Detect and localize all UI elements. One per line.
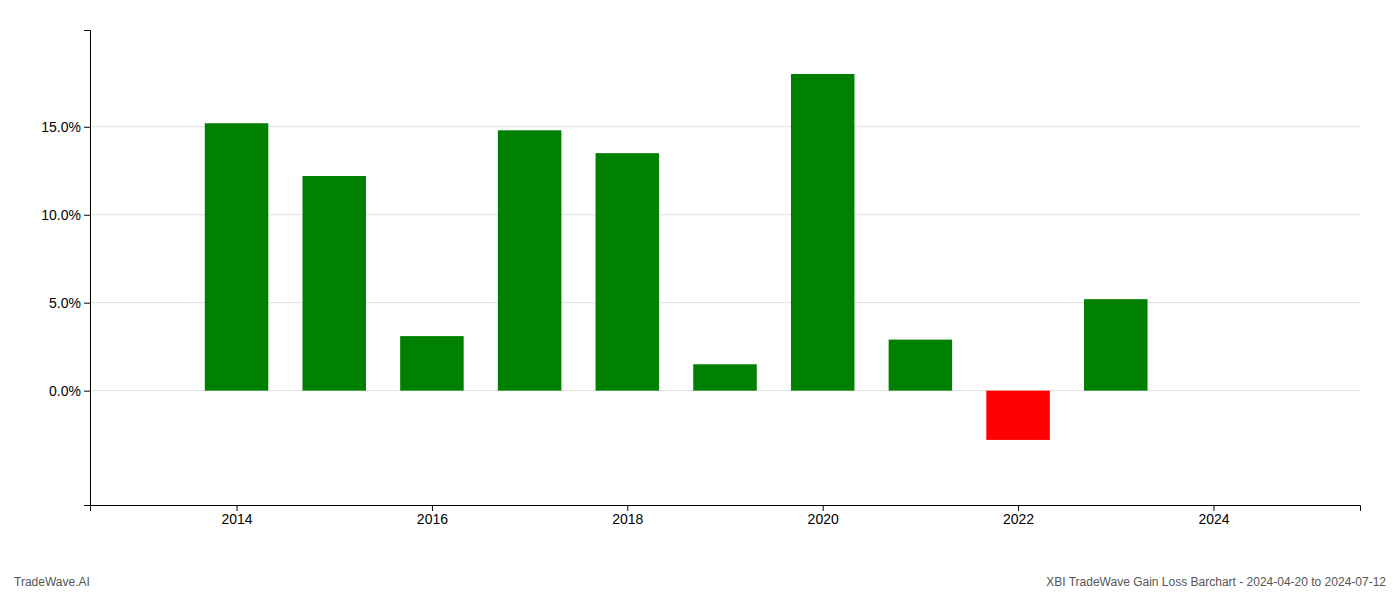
y-tick-mark (84, 127, 90, 128)
x-axis-line (91, 506, 1361, 512)
y-axis: 0.0% 5.0% 10.0% 15.0% (41, 31, 90, 506)
y-tick: 10.0% (41, 207, 90, 223)
x-tick-label: 2024 (1198, 511, 1229, 527)
x-tick: 2014 (221, 505, 252, 527)
grid-line (90, 214, 1360, 215)
x-tick: 2016 (417, 505, 448, 527)
x-tick-label: 2014 (221, 511, 252, 527)
chart: 2014 2016 2018 2020 2022 2024 0.0% 5.0% 10.0% 15.… (0, 0, 1400, 600)
x-axis: 2014 2016 2018 2020 2022 2024 (91, 505, 1361, 527)
y-tick: 0.0% (49, 383, 90, 399)
y-tick-label: 0.0% (49, 383, 81, 399)
bar (498, 130, 561, 390)
bars (205, 74, 1148, 440)
y-tick: 15.0% (41, 119, 90, 135)
bar (791, 74, 855, 391)
footer-text: TradeWave.AI (14, 575, 90, 589)
bar (205, 123, 268, 390)
y-tick-mark (84, 215, 90, 216)
bar (693, 364, 757, 390)
grid-line (90, 302, 1360, 303)
x-tick-label: 2020 (808, 511, 839, 527)
x-tick-label: 2016 (417, 511, 448, 527)
y-tick-label: 15.0% (41, 119, 81, 135)
bar (596, 153, 660, 390)
y-axis-line (84, 31, 91, 506)
bar (1084, 299, 1148, 390)
bar (302, 176, 366, 391)
x-tick: 2018 (612, 505, 643, 527)
y-tick-label: 10.0% (41, 207, 81, 223)
footer: TradeWave.AI XBI TradeWave Gain Loss Barc… (14, 575, 1386, 589)
x-tick: 2024 (1198, 505, 1229, 527)
bar (400, 336, 464, 391)
x-tick-label: 2022 (1003, 511, 1034, 527)
y-tick-mark (84, 391, 90, 392)
grid-line (90, 126, 1360, 127)
x-tick: 2020 (808, 505, 839, 527)
grid (90, 127, 1360, 391)
bar (986, 391, 1050, 440)
x-tick-label: 2018 (612, 511, 643, 527)
y-tick-label: 5.0% (49, 295, 81, 311)
y-tick-mark (84, 303, 90, 304)
bar (889, 340, 953, 391)
footer-text: XBI TradeWave Gain Loss Barchart - 2024-… (1046, 575, 1386, 589)
x-tick: 2022 (1003, 505, 1034, 527)
y-tick: 5.0% (49, 295, 90, 311)
